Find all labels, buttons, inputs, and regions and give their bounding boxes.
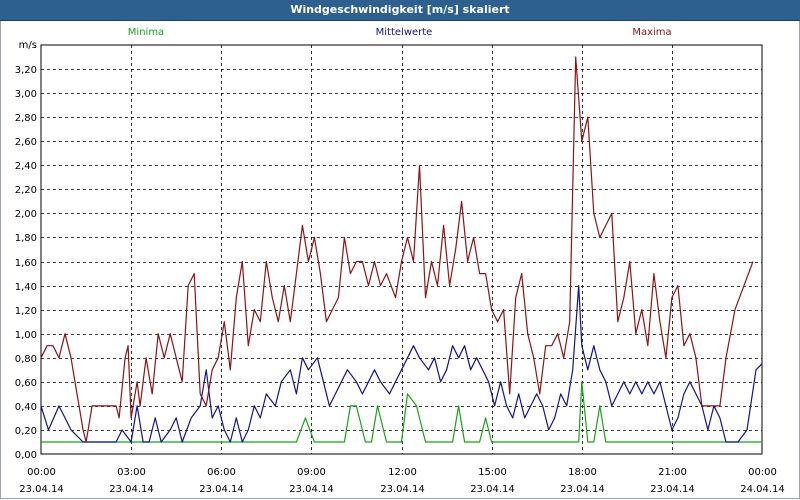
series-line-minima bbox=[41, 381, 762, 443]
x-tick-date-label: 23.04.14 bbox=[289, 484, 334, 495]
x-tick-time-label: 03:00 bbox=[117, 467, 146, 478]
x-tick-time-label: 06:00 bbox=[207, 467, 236, 478]
y-tick-label: 2,60 bbox=[15, 137, 37, 148]
x-tick-date-label: 23.04.14 bbox=[470, 484, 515, 495]
legend-minima: Minima bbox=[128, 27, 164, 38]
y-tick-label: 2,20 bbox=[15, 185, 37, 196]
y-tick-label: 0,20 bbox=[15, 426, 37, 437]
x-tick-time-label: 09:00 bbox=[297, 467, 326, 478]
x-tick-time-label: 00:00 bbox=[748, 467, 777, 478]
plot-area bbox=[40, 44, 763, 455]
y-tick-label: 2,40 bbox=[15, 161, 37, 172]
y-tick-label: 2,00 bbox=[15, 209, 37, 220]
legend-maxima: Maxima bbox=[632, 27, 671, 38]
chart-frame: 0,00 0,20 0,40 0,60 0,80 1,00 1,20 1,40 1,60 1,80… bbox=[0, 21, 800, 499]
y-tick-label: 1,20 bbox=[15, 306, 37, 317]
x-tick-time-label: 21:00 bbox=[658, 467, 687, 478]
x-tick-date-label: 23.04.14 bbox=[19, 484, 64, 495]
y-tick-label: 0,00 bbox=[15, 450, 37, 461]
y-tick-label: 0,40 bbox=[15, 402, 37, 413]
x-tick-time-label: 12:00 bbox=[388, 467, 417, 478]
x-tick-time-label: 15:00 bbox=[478, 467, 507, 478]
y-tick-label: 1,40 bbox=[15, 282, 37, 293]
title-bar: Windgeschwindigkeit [m/s] skaliert bbox=[0, 0, 800, 21]
x-tick-date-label: 23.04.14 bbox=[380, 484, 425, 495]
chart-canvas: 0,00 0,20 0,40 0,60 0,80 1,00 1,20 1,40 1,60 1,80… bbox=[15, 27, 785, 495]
y-tick-label: 1,00 bbox=[15, 330, 37, 341]
x-tick-date-label: 23.04.14 bbox=[199, 484, 244, 495]
legend-mittelwerte: Mittelwerte bbox=[376, 27, 433, 38]
y-tick-label: 0,60 bbox=[15, 378, 37, 389]
x-tick-date-label: 24.04.14 bbox=[740, 484, 785, 495]
chart-title: Windgeschwindigkeit [m/s] skaliert bbox=[290, 3, 510, 16]
y-axis-unit-label: m/s bbox=[19, 40, 37, 51]
series-line-maxima bbox=[40, 56, 754, 443]
x-tick-date-label: 23.04.14 bbox=[650, 484, 695, 495]
series-line-mittelwerte bbox=[40, 285, 763, 443]
x-tick-date-label: 23.04.14 bbox=[560, 484, 605, 495]
y-tick-label: 2,80 bbox=[15, 113, 37, 124]
y-tick-label: 1,80 bbox=[15, 233, 37, 244]
y-tick-label: 1,60 bbox=[15, 258, 37, 269]
y-tick-label: 3,20 bbox=[15, 65, 37, 76]
x-tick-time-label: 18:00 bbox=[568, 467, 597, 478]
y-tick-label: 0,80 bbox=[15, 354, 37, 365]
x-tick-date-label: 23.04.14 bbox=[109, 484, 154, 495]
y-tick-label: 3,00 bbox=[15, 89, 37, 100]
x-tick-time-label: 00:00 bbox=[27, 467, 56, 478]
